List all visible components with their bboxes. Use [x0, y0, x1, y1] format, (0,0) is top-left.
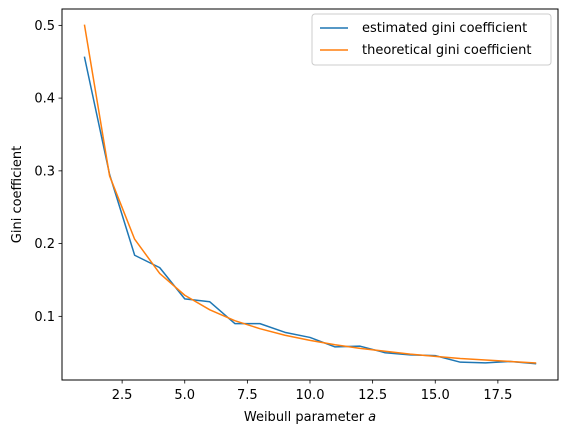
y-tick-label: 0.1	[34, 310, 55, 325]
x-tick-label: 12.5	[358, 388, 387, 403]
y-tick-label: 0.5	[34, 19, 55, 34]
x-tick-label: 17.5	[483, 388, 512, 403]
x-tick-label: 10.0	[296, 388, 325, 403]
x-axis-label: Weibull parameter a	[244, 410, 376, 425]
plot-series	[83, 24, 537, 365]
y-tick-label: 0.3	[34, 164, 55, 179]
legend: estimated gini coefficient theoretical g…	[311, 13, 552, 66]
legend-label-estimated: estimated gini coefficient	[362, 21, 527, 36]
x-tick-label: 7.5	[237, 388, 258, 403]
legend-box	[311, 13, 552, 66]
x-tick-label: 15.0	[421, 388, 450, 403]
series-line-estimated	[83, 56, 537, 365]
x-axis: 2.5 5.0 7.5 10.0 12.5 15.0 17.5	[112, 380, 512, 403]
y-axis: 0.1 0.2 0.3 0.4 0.5	[34, 19, 62, 325]
y-tick-label: 0.2	[34, 237, 55, 252]
x-tick-label: 2.5	[112, 388, 133, 403]
x-axis-label-text: Weibull parameter	[244, 410, 368, 425]
legend-label-theoretical: theoretical gini coefficient	[362, 43, 532, 58]
x-tick-label: 5.0	[174, 388, 195, 403]
y-axis-label: Gini coefficient	[10, 146, 25, 243]
y-tick-label: 0.4	[34, 92, 55, 107]
series-line-theoretical	[83, 24, 537, 364]
x-axis-label-italic: a	[368, 410, 376, 425]
